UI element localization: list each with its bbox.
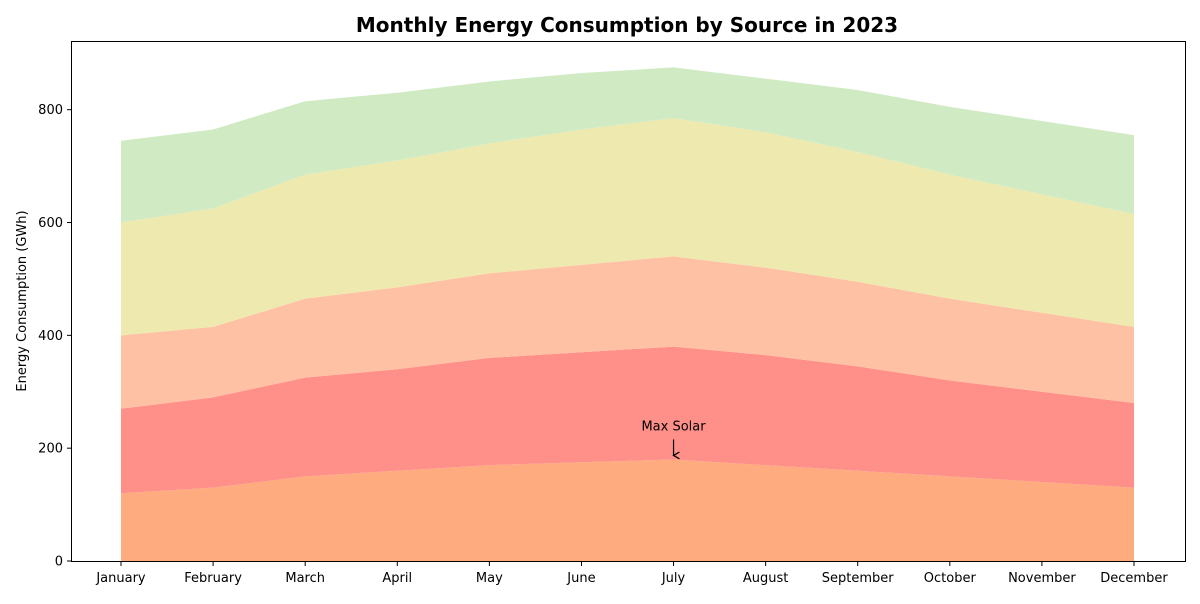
x-tick-label: September	[822, 571, 895, 586]
plot-frame	[71, 41, 1186, 562]
x-tick-label: March	[285, 571, 325, 586]
x-axis-ticks: January February March April May June July Augu…	[95, 561, 1168, 586]
y-tick-label: 0	[55, 555, 63, 570]
annotation-label: Max Solar	[641, 419, 706, 434]
x-tick-label: July	[661, 571, 686, 586]
x-tick-label: January	[95, 571, 146, 586]
annotations: Max Solar	[641, 419, 706, 455]
area-series-5	[121, 67, 1134, 223]
y-tick-label: 800	[38, 103, 63, 118]
x-tick-label: December	[1100, 571, 1168, 586]
area-series-2	[121, 346, 1134, 494]
x-tick-label: November	[1008, 571, 1076, 586]
chart-title: Monthly Energy Consumption by Source in …	[356, 13, 898, 37]
y-axis-ticks: 0 200 400 600 800	[38, 103, 72, 570]
x-tick-label: June	[566, 571, 595, 586]
area-series-3	[121, 256, 1134, 409]
x-tick-label: August	[743, 571, 789, 586]
x-tick-label: February	[184, 571, 242, 586]
y-tick-label: 200	[38, 442, 63, 457]
area-series-1	[121, 459, 1134, 561]
area-series-4	[121, 118, 1134, 336]
stacked-areas	[121, 67, 1134, 561]
x-tick-label: May	[476, 571, 503, 586]
y-axis-label: Energy Consumption (GWh)	[15, 210, 30, 391]
x-tick-label: April	[382, 571, 412, 586]
y-tick-label: 600	[38, 216, 63, 231]
y-tick-label: 400	[38, 329, 63, 344]
x-tick-label: October	[924, 571, 977, 586]
